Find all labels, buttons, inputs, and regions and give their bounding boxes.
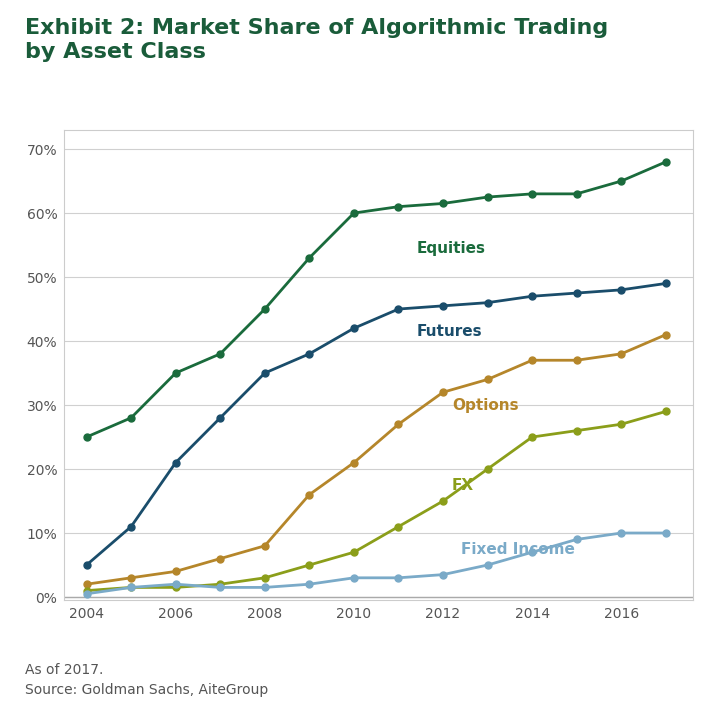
Text: FX: FX (452, 477, 474, 493)
Text: Fixed Income: Fixed Income (461, 541, 575, 557)
Text: Futures: Futures (416, 324, 482, 339)
Text: Options: Options (452, 397, 518, 413)
Text: As of 2017.
Source: Goldman Sachs, AiteGroup: As of 2017. Source: Goldman Sachs, AiteG… (25, 663, 268, 697)
Text: Exhibit 2: Market Share of Algorithmic Trading
by Asset Class: Exhibit 2: Market Share of Algorithmic T… (25, 18, 608, 62)
Text: Equities: Equities (416, 241, 486, 256)
